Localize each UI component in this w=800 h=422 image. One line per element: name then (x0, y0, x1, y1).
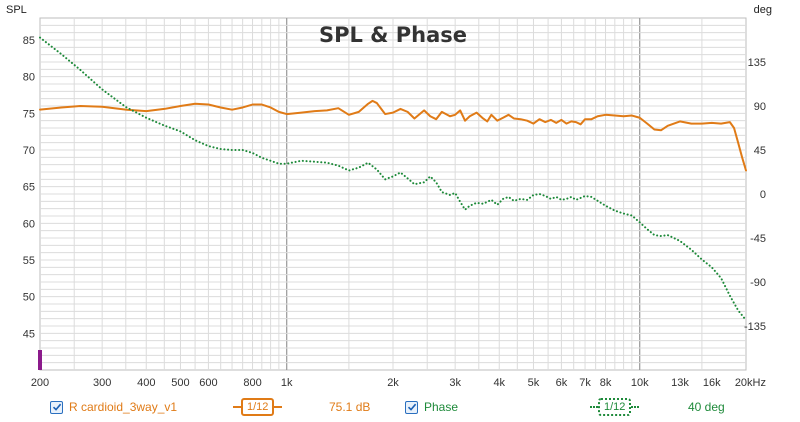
spl-smoothing[interactable]: 1/12 (233, 398, 283, 416)
right-tick-label: 90 (754, 101, 766, 113)
left-tick-label: 75 (23, 108, 35, 120)
chart-title: SPL & Phase (319, 23, 467, 47)
left-tick-label: 65 (23, 182, 35, 194)
left-tick-label: 80 (23, 72, 35, 84)
right-tick-label: 135 (748, 57, 766, 69)
spl-series-name: R cardioid_3way_v1 (69, 400, 178, 414)
phase-smoothing[interactable]: 1/12 (590, 398, 640, 416)
left-tick-label: 50 (23, 292, 35, 304)
x-tick-label: 1k (281, 377, 293, 389)
right-axis-label: deg (754, 4, 772, 16)
x-tick-label: 300 (93, 377, 111, 389)
x-tick-label: 3k (449, 377, 461, 389)
x-tick-label: 2k (387, 377, 399, 389)
x-tick-label: 4k (493, 377, 505, 389)
legend-phase[interactable]: Phase (405, 400, 458, 414)
x-tick-label: 6k (556, 377, 568, 389)
spl-phase-chart: 200 300 400 500 600 800 1k 2k 3k 4k 5k 6k 7k 8k 10k 13k… (6, 4, 772, 389)
x-tick-label: 16k (703, 377, 721, 389)
left-tick-label: 45 (23, 328, 35, 340)
x-tick-label: 7k (579, 377, 591, 389)
right-axis-ticks: -135 -90 -45 0 45 90 135 (744, 57, 766, 333)
series-layer (39, 36, 747, 322)
x-tick-label: 500 (171, 377, 189, 389)
grid-lines (39, 17, 747, 371)
legend-spl[interactable]: R cardioid_3way_v1 (50, 400, 177, 414)
phase-value-text: 40 deg (688, 400, 725, 414)
spl-line-swatch-left (233, 406, 241, 408)
x-tick-label: 200 (31, 377, 49, 389)
phase-line-swatch-right (631, 406, 640, 408)
right-tick-label: -90 (750, 277, 766, 289)
phase-series-line (39, 36, 747, 322)
left-tick-label: 60 (23, 218, 35, 230)
spl-checkbox[interactable] (50, 400, 63, 414)
right-tick-label: -45 (750, 233, 766, 245)
left-tick-label: 55 (23, 255, 35, 267)
spl-smoothing-label: 1/12 (241, 398, 275, 416)
spl-line-swatch-right (274, 406, 283, 408)
phase-series-name: Phase (424, 400, 459, 414)
spl-series-line (39, 99, 747, 172)
marker-bar[interactable] (38, 350, 42, 370)
x-tick-label: 10k (631, 377, 649, 389)
right-tick-label: -135 (744, 321, 766, 333)
x-tick-label: 5k (528, 377, 540, 389)
x-axis-ticks: 200 300 400 500 600 800 1k 2k 3k 4k 5k 6k 7k 8k 10k 13k… (31, 377, 766, 389)
x-tick-label: 400 (137, 377, 155, 389)
check-icon (407, 403, 416, 411)
x-tick-label: 20kHz (735, 377, 766, 389)
phase-smoothing-label: 1/12 (598, 398, 632, 416)
legend: R cardioid_3way_v1 1/12 75.1 dB Phase 1/… (0, 396, 800, 418)
right-tick-label: 0 (760, 189, 766, 201)
phase-checkbox[interactable] (405, 400, 418, 414)
left-axis-ticks: 45 50 55 60 65 70 75 80 85 (23, 35, 35, 340)
x-tick-label: 800 (243, 377, 261, 389)
x-tick-label: 13k (671, 377, 689, 389)
left-tick-label: 70 (23, 145, 35, 157)
left-tick-label: 85 (23, 35, 35, 47)
spl-value: 75.1 dB (329, 400, 370, 414)
x-tick-label: 600 (199, 377, 217, 389)
x-tick-label: 8k (600, 377, 612, 389)
phase-value: 40 deg (688, 400, 725, 414)
spl-value-text: 75.1 dB (329, 400, 371, 414)
left-axis-label: SPL (6, 4, 27, 16)
right-tick-label: 45 (754, 145, 766, 157)
check-icon (52, 403, 61, 411)
phase-line-swatch-left (590, 406, 598, 408)
